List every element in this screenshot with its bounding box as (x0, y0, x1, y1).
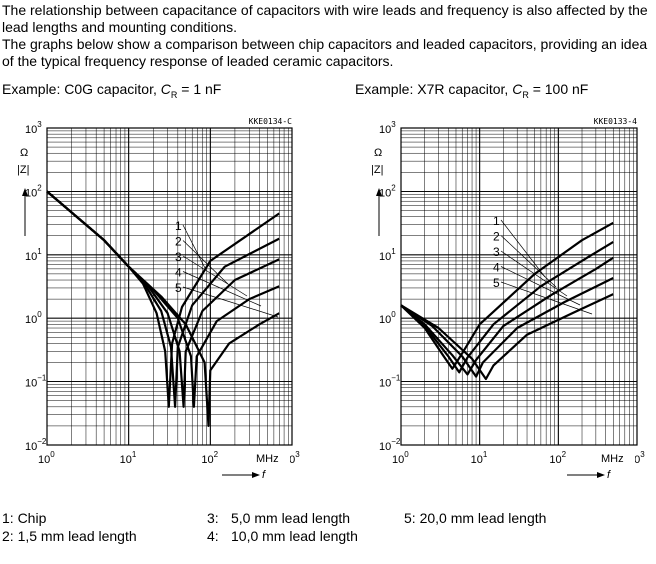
curve-label-5: 5 (175, 281, 182, 295)
y-tick-label: 102 (379, 183, 396, 199)
curve-label-4: 4 (175, 266, 182, 280)
code-bg (589, 116, 639, 126)
plot-frame (46, 127, 293, 446)
y-tick-label: 103 (379, 120, 396, 136)
series-line-3 (400, 256, 614, 376)
x-unit-bg (254, 449, 290, 463)
y-tick-label: 103 (25, 120, 42, 136)
y-tick-label: 101 (25, 247, 42, 263)
legend-column-2: 3: 5,0 mm lead length 4: 10,0 mm lead leng… (207, 509, 358, 545)
y-axis-label: |Z| (17, 164, 29, 176)
x-tick-label: 102 (201, 450, 218, 466)
y-tick-label: 10−2 (25, 437, 47, 453)
series-line-5 (46, 190, 280, 427)
x-tick-label: 101 (120, 450, 137, 466)
intro-text: The relationship between capacitance of … (2, 2, 652, 70)
chart-code-label: KKE0134-C (249, 117, 293, 126)
x-unit-label: MHz (256, 453, 279, 465)
curve-label-5: 5 (493, 276, 500, 290)
y-axis-arrowhead (376, 188, 382, 196)
curve-leader-1 (182, 224, 207, 271)
curve-leader-2 (500, 235, 557, 288)
curve-leader-4 (500, 266, 581, 306)
y-unit-label: Ω (20, 147, 28, 159)
legend-column-1: 1: Chip 2: 1,5 mm lead length (2, 509, 137, 545)
x-unit-label: MHz (601, 453, 624, 465)
x-tick-label: 102 (549, 450, 566, 466)
chart-1: KKE0134-C10−210−110010110210310010110210… (17, 116, 300, 481)
chart-grid (400, 127, 638, 446)
curve-leader-1 (500, 219, 546, 278)
x-unit-bg (599, 449, 635, 463)
plot-frame (400, 127, 638, 446)
curve-label-4: 4 (493, 261, 500, 275)
intro-paragraph-1: The relationship between capacitance of … (2, 2, 648, 35)
curve-leader-5 (500, 281, 593, 315)
curve-label-2: 2 (493, 230, 500, 244)
chart-code-label: KKE0133-4 (594, 117, 638, 126)
series-line-2 (400, 240, 614, 374)
x-tick-label: 101 (471, 450, 488, 466)
series-line-4 (400, 277, 614, 378)
legend-item-5: 5: 20,0 mm lead length (404, 510, 547, 526)
x-axis-arrowhead (597, 472, 605, 478)
curve-label-3: 3 (493, 245, 500, 259)
legend-column-3: 5: 20,0 mm lead length (404, 509, 546, 527)
example-label-x7r: Example: X7R capacitor, CR = 100 nF (355, 81, 589, 100)
y-tick-label: 100 (25, 310, 42, 326)
x-tick-label: 100 (38, 450, 55, 466)
curve-label-3: 3 (175, 250, 182, 264)
curve-label-1: 1 (175, 219, 182, 233)
x-tick-label: 100 (392, 450, 409, 466)
series-line-5 (400, 293, 614, 381)
x-axis-arrowhead (252, 472, 260, 478)
y-axis-label: |Z| (371, 164, 383, 176)
curve-leader-5 (182, 286, 279, 318)
legend-item-3: 3: 5,0 mm lead length (207, 510, 351, 526)
y-tick-label: 102 (25, 183, 42, 199)
curve-label-1: 1 (493, 214, 500, 228)
x-axis-label: f (607, 469, 611, 481)
y-tick-label: 100 (379, 310, 396, 326)
curve-leader-2 (182, 240, 229, 285)
y-axis-arrowhead (22, 188, 28, 196)
y-tick-label: 10−2 (379, 437, 401, 453)
series-line-1 (400, 221, 614, 370)
code-bg (244, 116, 294, 126)
curve-label-2: 2 (175, 235, 182, 249)
y-unit-label: Ω (374, 147, 382, 159)
x-axis-label: f (262, 469, 266, 481)
legend-item-2: 2: 1,5 mm lead length (2, 528, 137, 544)
y-tick-label: 10−1 (25, 374, 47, 390)
chart-2: KKE0133-410−210−110010110210310010110210… (371, 116, 645, 481)
legend-item-1: 1: Chip (2, 510, 47, 526)
example-label-c0g: Example: C0G capacitor, CR = 1 nF (2, 81, 222, 100)
intro-paragraph-2: The graphs below show a comparison betwe… (2, 36, 648, 69)
curve-leader-3 (500, 250, 568, 297)
legend-item-4: 4: 10,0 mm lead length (207, 528, 358, 544)
curve-leader-4 (182, 271, 262, 307)
y-tick-label: 101 (379, 247, 396, 263)
y-tick-label: 10−1 (379, 374, 401, 390)
curve-leader-3 (182, 255, 248, 297)
